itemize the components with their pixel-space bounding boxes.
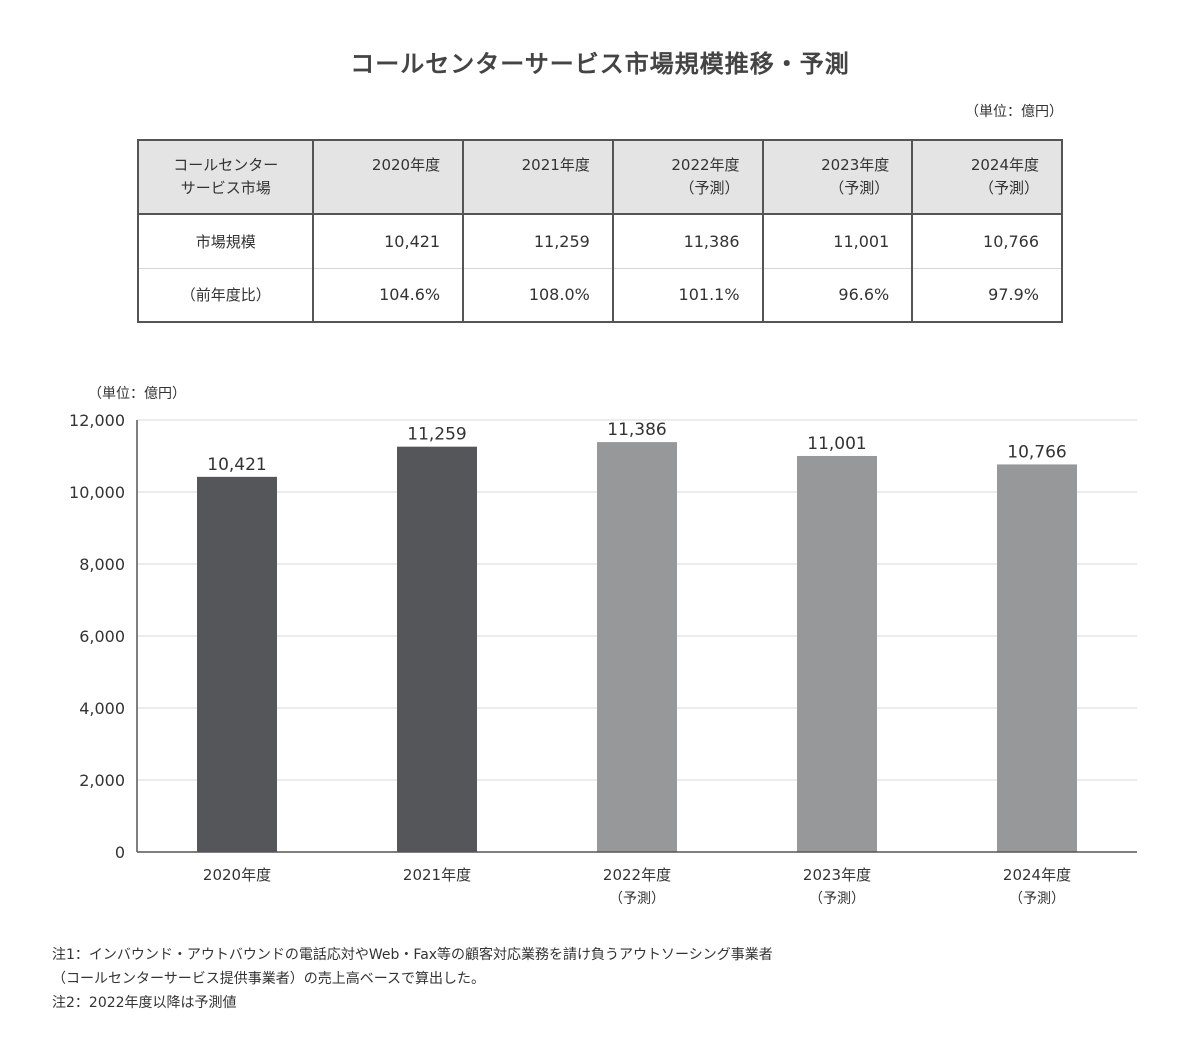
bar	[397, 446, 477, 852]
x-tick-label: 2020年度	[203, 866, 271, 884]
bar-value-label: 11,259	[407, 425, 466, 445]
table-cell: 104.6%	[312, 268, 465, 323]
footnote-1: 注1：インバウンド・アウトバウンドの電話応対やWeb・Fax等の顧客対応業務を請…	[52, 947, 773, 963]
table-cell: 108.0%	[462, 268, 614, 323]
y-tick-label: 6,000	[79, 627, 125, 646]
bar	[597, 442, 677, 852]
bar	[797, 455, 877, 852]
table-header-row: コールセンター サービス市場 2020年度 2021年度 2022年度 （予測）…	[136, 139, 1063, 215]
chart-title: コールセンターサービス市場規模推移・予測	[350, 50, 850, 78]
table-cell: 101.1%	[611, 268, 764, 323]
y-tick-label: 4,000	[79, 699, 125, 718]
y-tick-label: 0	[115, 843, 125, 862]
column-header-2020: 2020年度	[312, 139, 465, 215]
bars	[197, 442, 1077, 852]
table-cell: 11,259	[462, 214, 614, 269]
table-unit-label: （単位：億円）	[965, 104, 1063, 120]
market-size-table: コールセンター サービス市場 2020年度 2021年度 2022年度 （予測）…	[136, 139, 1063, 323]
bar-chart: 0 2,000 4,000 6,000 8,000 10,000 12,000 10,421…	[0, 370, 1200, 930]
column-header-2021: 2021年度	[462, 139, 614, 215]
column-header-line1: 2024年度	[970, 156, 1039, 174]
x-axis-ticks: 2020年度 2021年度 2022年度 （予測） 2023年度 （予測） 2024年度 （予…	[203, 866, 1071, 907]
column-header-line1: 2020年度	[371, 156, 441, 174]
x-tick-sublabel: （予測）	[809, 891, 865, 907]
value-labels: 10,421 11,259 11,386 11,001 10,766	[207, 420, 1066, 475]
y-tick-label: 10,000	[69, 483, 125, 502]
bar-chart-svg: 0 2,000 4,000 6,000 8,000 10,000 12,000 10,421…	[69, 386, 1137, 907]
bar-value-label: 10,421	[207, 455, 266, 475]
bar-value-label: 11,386	[607, 420, 666, 440]
corner-line2: サービス市場	[180, 179, 271, 197]
column-header-2023: 2023年度 （予測）	[761, 139, 914, 215]
x-tick-label: 2024年度	[1003, 866, 1071, 884]
column-header-2022: 2022年度 （予測）	[611, 139, 764, 215]
table-cell: 96.6%	[761, 268, 914, 323]
column-header-line1: 2021年度	[521, 156, 590, 174]
table-row-market-size: 市場規模 10,421 11,259 11,386 11,001 10,766	[136, 214, 1063, 269]
column-header-line2: （予測）	[978, 179, 1039, 197]
x-tick-label: 2022年度	[603, 866, 671, 884]
footnote-2: 注2：2022年度以降は予測値	[52, 995, 237, 1011]
row-label: 市場規模	[136, 214, 315, 269]
table-cell: 11,001	[761, 214, 914, 269]
x-tick-label: 2021年度	[403, 866, 471, 884]
bar	[197, 476, 277, 852]
column-header-line2: （予測）	[679, 179, 740, 197]
footnote-1-continued: （コールセンターサービス提供事業者）の売上高ベースで算出した。	[52, 971, 486, 987]
x-tick-sublabel: （予測）	[1009, 891, 1065, 907]
column-header-2024: 2024年度 （予測）	[911, 139, 1063, 215]
table-cell: 10,766	[911, 214, 1063, 269]
x-tick-sublabel: （予測）	[609, 891, 665, 907]
axes	[136, 420, 1137, 853]
table-cell: 11,386	[611, 214, 764, 269]
chart-unit-label: （単位：億円）	[88, 386, 186, 402]
column-header-line1: 2023年度	[821, 156, 890, 174]
y-tick-label: 8,000	[79, 555, 125, 574]
y-tick-label: 2,000	[79, 771, 125, 790]
table-cell: 97.9%	[911, 268, 1063, 323]
y-tick-label: 12,000	[69, 411, 125, 430]
column-header-line2: （予測）	[829, 179, 890, 197]
footnotes: 注1：インバウンド・アウトバウンドの電話応対やWeb・Fax等の顧客対応業務を請…	[52, 943, 773, 1015]
column-header-line1: 2022年度	[671, 156, 740, 174]
x-tick-label: 2023年度	[803, 866, 871, 884]
table-corner-header: コールセンター サービス市場	[136, 139, 315, 215]
bar-value-label: 10,766	[1007, 442, 1066, 462]
y-axis-ticks: 0 2,000 4,000 6,000 8,000 10,000 12,000	[69, 411, 125, 862]
corner-line1: コールセンター	[173, 156, 279, 174]
row-label: （前年度比）	[136, 268, 315, 323]
table-row-yoy: （前年度比） 104.6% 108.0% 101.1% 96.6% 97.9%	[136, 268, 1063, 323]
table-cell: 10,421	[312, 214, 465, 269]
bar	[997, 464, 1077, 852]
bar-value-label: 11,001	[807, 434, 866, 454]
